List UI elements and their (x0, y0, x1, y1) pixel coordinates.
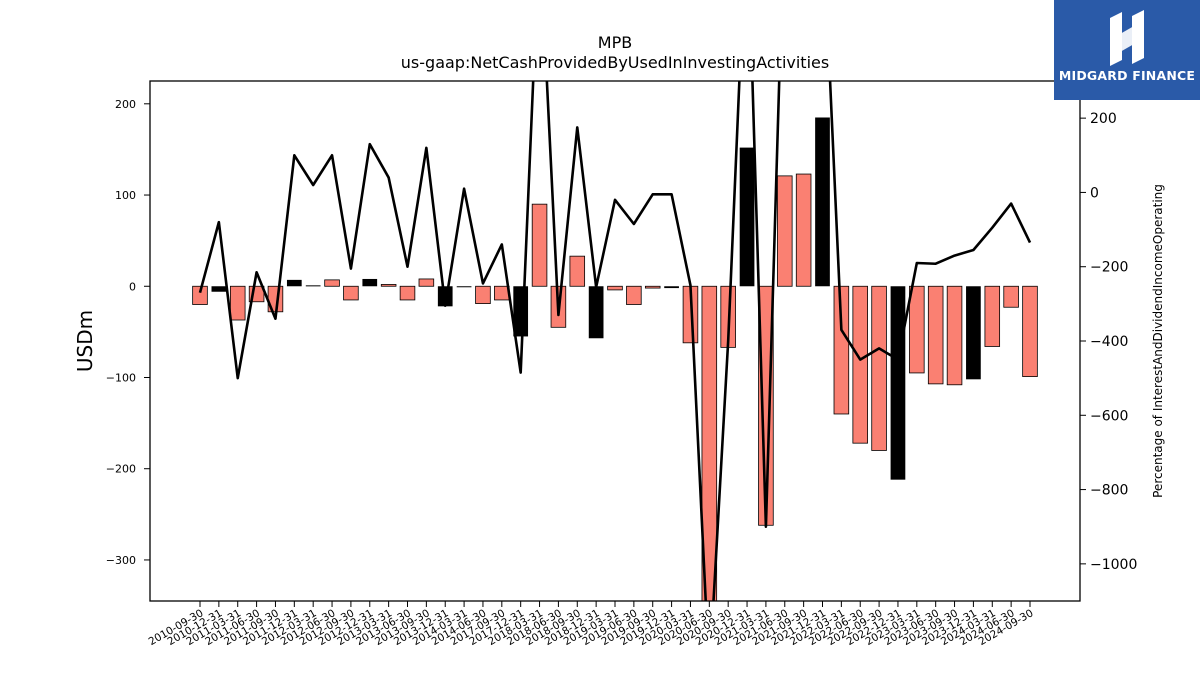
bar (984, 285, 1001, 347)
bar (569, 255, 586, 287)
x-axis: 2010-09-302010-12-312011-03-312011-06-30… (147, 601, 1036, 648)
y-tick-label: −100 (106, 371, 136, 384)
bar (192, 285, 208, 305)
bar (927, 285, 944, 385)
y2-axis-label: Percentage of InterestAndDividendIncomeO… (1151, 184, 1165, 498)
chart-subtitle: us-gaap:NetCashProvidedByUsedInInvesting… (401, 53, 829, 72)
bar (777, 175, 793, 287)
bar (362, 278, 378, 287)
bar (664, 286, 679, 289)
midgard-logo-icon (1110, 10, 1144, 66)
y-tick-label: 200 (115, 98, 136, 111)
y-tick-label: −200 (106, 463, 136, 476)
bar (475, 285, 491, 304)
bar (494, 285, 510, 301)
bar (456, 286, 472, 288)
bar-series (192, 117, 1038, 601)
brand-logo: MIDGARD FINANCE (1054, 0, 1200, 100)
y-tick-label: 0 (129, 280, 136, 293)
bar (626, 285, 642, 305)
ratio-line (198, 81, 1032, 601)
bar (739, 147, 755, 287)
bar (852, 285, 868, 444)
bar (815, 117, 830, 287)
brand-name: MIDGARD FINANCE (1058, 68, 1196, 83)
y2-tick-label: 0 (1090, 185, 1099, 201)
bar (644, 285, 661, 289)
bar (1003, 285, 1019, 308)
bar (305, 285, 321, 287)
bar (871, 285, 887, 451)
y-axis-left: −300 −200 −100 0 100 200 (106, 98, 150, 567)
bar (833, 285, 850, 415)
y-tick-label: −300 (106, 554, 136, 567)
y2-tick-label: 200 (1090, 111, 1117, 127)
y-axis-label: USDm (73, 310, 97, 372)
bar (795, 173, 812, 287)
y2-tick-label: −1000 (1090, 557, 1137, 573)
bar (588, 286, 604, 339)
bar (701, 285, 718, 601)
bar (607, 285, 623, 291)
y-axis-right: −1000 −800 −600 −400 −200 0 200 (1080, 111, 1137, 573)
y2-tick-label: −400 (1090, 334, 1128, 350)
bar (909, 285, 925, 374)
bar (946, 285, 963, 386)
chart-title: MPB (598, 33, 632, 52)
bar (229, 285, 246, 321)
y2-tick-label: −600 (1090, 408, 1128, 424)
bar (343, 285, 359, 301)
bar (324, 279, 340, 287)
bar (531, 203, 548, 287)
bar (380, 284, 397, 287)
bar (418, 278, 435, 287)
y2-tick-label: −800 (1090, 483, 1128, 499)
bar (1022, 285, 1038, 377)
y2-tick-label: −200 (1090, 260, 1128, 276)
bar (399, 285, 416, 301)
bar (966, 286, 981, 380)
bar (211, 286, 227, 292)
bar (286, 279, 302, 287)
bar (890, 286, 906, 480)
y-tick-label: 100 (115, 189, 136, 202)
